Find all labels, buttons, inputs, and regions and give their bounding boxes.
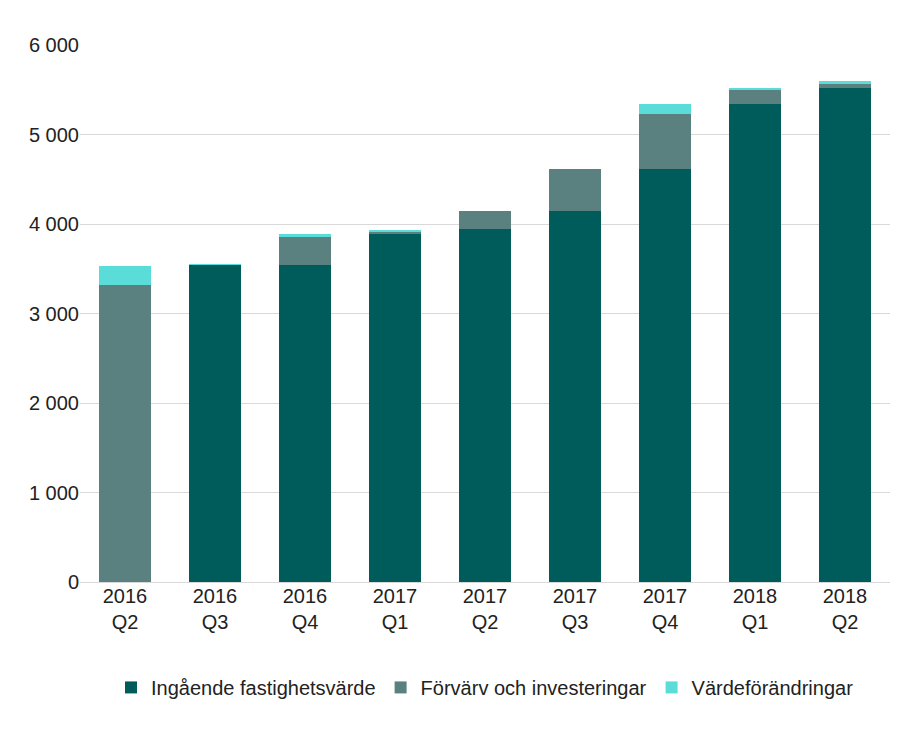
svg-text:1 000: 1 000 xyxy=(29,482,79,504)
svg-text:2016Q3: 2016Q3 xyxy=(193,585,238,633)
svg-text:2017Q2: 2017Q2 xyxy=(463,585,508,633)
svg-text:Ingående fastighetsvärde: Ingående fastighetsvärde xyxy=(151,677,376,699)
svg-text:2018Q1: 2018Q1 xyxy=(733,585,778,633)
svg-text:2017Q4: 2017Q4 xyxy=(643,585,688,633)
svg-text:6 000: 6 000 xyxy=(29,34,79,56)
svg-text:2 000: 2 000 xyxy=(29,392,79,414)
svg-text:2016Q2: 2016Q2 xyxy=(103,585,148,633)
svg-text:Värdeförändringar: Värdeförändringar xyxy=(692,677,854,699)
svg-text:4 000: 4 000 xyxy=(29,213,79,235)
svg-text:3 000: 3 000 xyxy=(29,303,79,325)
svg-text:2017Q3: 2017Q3 xyxy=(553,585,598,633)
svg-text:2018Q2: 2018Q2 xyxy=(823,585,868,633)
svg-text:Förvärv och investeringar: Förvärv och investeringar xyxy=(421,677,647,699)
svg-text:0: 0 xyxy=(68,571,79,593)
svg-text:2016Q4: 2016Q4 xyxy=(283,585,328,633)
svg-text:2017Q1: 2017Q1 xyxy=(373,585,418,633)
svg-text:5 000: 5 000 xyxy=(29,124,79,146)
